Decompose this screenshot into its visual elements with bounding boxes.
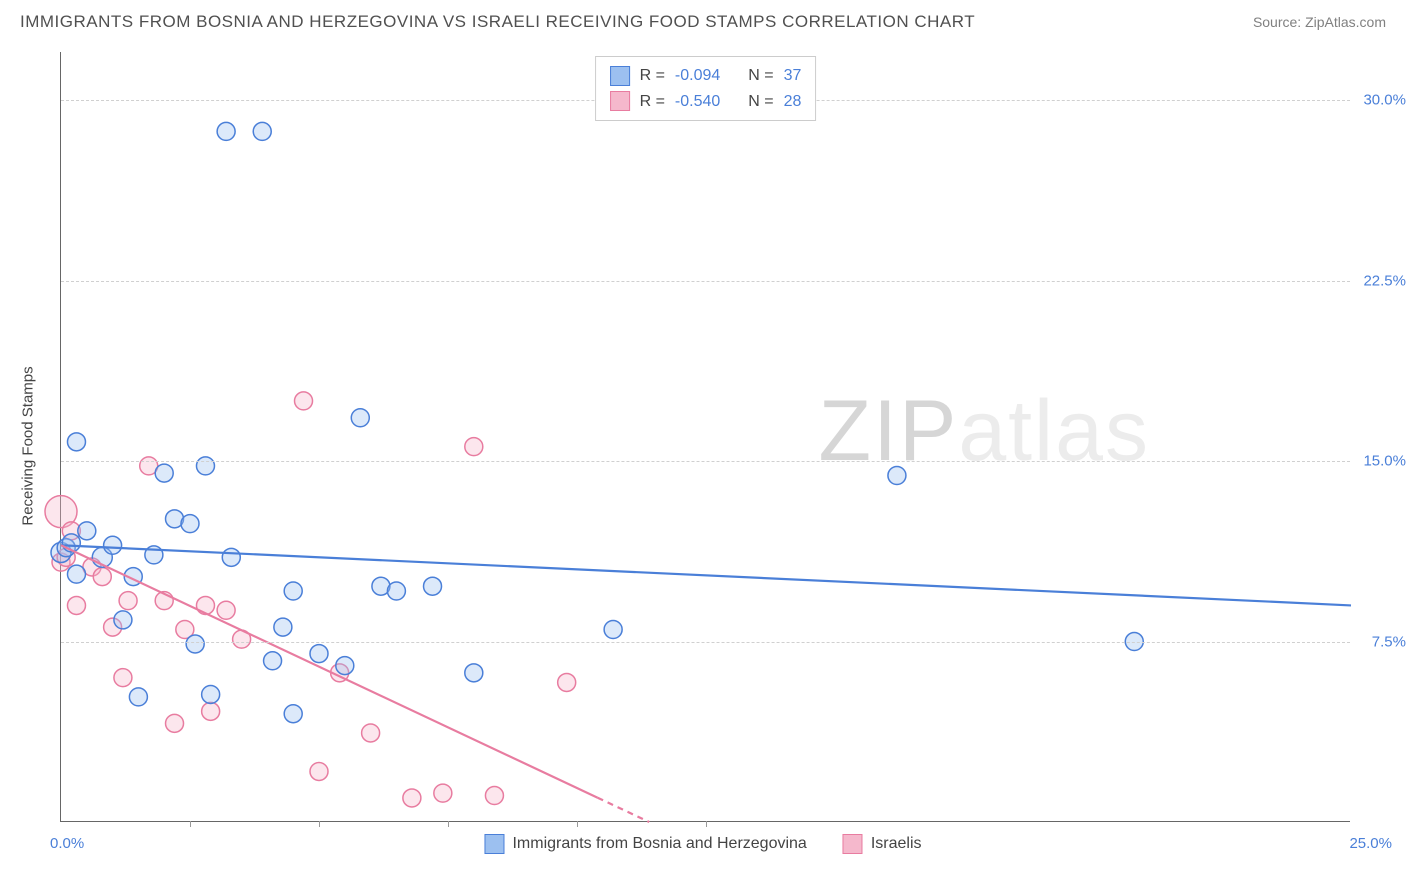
data-point-israelis	[295, 392, 313, 410]
r-label: R =	[640, 89, 665, 115]
data-point-bosnia	[202, 685, 220, 703]
data-point-bosnia	[181, 515, 199, 533]
data-point-israelis	[114, 669, 132, 687]
data-point-bosnia	[274, 618, 292, 636]
gridline	[61, 281, 1350, 282]
gridline	[61, 461, 1350, 462]
data-point-bosnia	[336, 657, 354, 675]
data-point-bosnia	[67, 565, 85, 583]
n-value-israelis: 28	[784, 89, 802, 115]
data-point-bosnia	[284, 705, 302, 723]
chart-source: Source: ZipAtlas.com	[1253, 14, 1386, 30]
n-label: N =	[748, 63, 773, 89]
data-point-israelis	[202, 702, 220, 720]
data-point-bosnia	[155, 464, 173, 482]
data-point-bosnia	[104, 536, 122, 554]
data-point-bosnia	[465, 664, 483, 682]
y-axis-title: Receiving Food Stamps	[20, 366, 37, 525]
trend-line-israelis	[61, 545, 598, 797]
data-point-israelis	[67, 596, 85, 614]
data-point-israelis	[310, 762, 328, 780]
gridline	[61, 642, 1350, 643]
data-point-bosnia	[196, 457, 214, 475]
data-point-bosnia	[114, 611, 132, 629]
y-tick-label: 30.0%	[1363, 92, 1406, 109]
data-point-israelis	[93, 568, 111, 586]
data-point-bosnia	[604, 621, 622, 639]
x-min-label: 0.0%	[50, 835, 84, 852]
data-point-bosnia	[387, 582, 405, 600]
r-label: R =	[640, 63, 665, 89]
data-point-bosnia	[67, 433, 85, 451]
x-tick	[190, 821, 191, 827]
y-tick-label: 7.5%	[1372, 633, 1406, 650]
correlation-row-bosnia: R = -0.094 N = 37	[610, 63, 802, 89]
r-value-bosnia: -0.094	[675, 63, 720, 89]
correlation-legend: R = -0.094 N = 37 R = -0.540 N = 28	[595, 56, 817, 121]
scatter-svg	[61, 52, 1350, 821]
x-tick	[577, 821, 578, 827]
x-tick	[319, 821, 320, 827]
x-tick	[448, 821, 449, 827]
data-point-bosnia	[78, 522, 96, 540]
swatch-israelis-bottom	[843, 834, 863, 854]
correlation-row-israelis: R = -0.540 N = 28	[610, 89, 802, 115]
x-max-label: 25.0%	[1349, 835, 1392, 852]
legend-label-bosnia: Immigrants from Bosnia and Herzegovina	[512, 835, 806, 853]
data-point-israelis	[485, 787, 503, 805]
legend-item-israelis: Israelis	[843, 834, 922, 854]
data-point-israelis	[434, 784, 452, 802]
data-point-israelis	[119, 592, 137, 610]
data-point-bosnia	[129, 688, 147, 706]
data-point-bosnia	[217, 122, 235, 140]
data-point-bosnia	[253, 122, 271, 140]
chart-header: IMMIGRANTS FROM BOSNIA AND HERZEGOVINA V…	[20, 12, 1386, 32]
legend-label-israelis: Israelis	[871, 835, 922, 853]
swatch-bosnia	[610, 66, 630, 86]
data-point-bosnia	[888, 467, 906, 485]
data-point-bosnia	[424, 577, 442, 595]
data-point-israelis	[196, 596, 214, 614]
trend-line-bosnia	[61, 545, 1351, 605]
series-legend: Immigrants from Bosnia and Herzegovina I…	[484, 834, 921, 854]
data-point-israelis	[558, 673, 576, 691]
data-point-bosnia	[222, 548, 240, 566]
chart-title: IMMIGRANTS FROM BOSNIA AND HERZEGOVINA V…	[20, 12, 975, 32]
data-point-bosnia	[351, 409, 369, 427]
data-point-israelis	[166, 714, 184, 732]
data-point-israelis	[362, 724, 380, 742]
data-point-bosnia	[284, 582, 302, 600]
trend-line-dashed-israelis	[598, 798, 650, 822]
y-tick-label: 22.5%	[1363, 272, 1406, 289]
data-point-bosnia	[186, 635, 204, 653]
data-point-israelis	[403, 789, 421, 807]
data-point-israelis	[465, 438, 483, 456]
n-label: N =	[748, 89, 773, 115]
data-point-bosnia	[310, 645, 328, 663]
y-tick-label: 15.0%	[1363, 453, 1406, 470]
swatch-israelis	[610, 91, 630, 111]
swatch-bosnia-bottom	[484, 834, 504, 854]
legend-item-bosnia: Immigrants from Bosnia and Herzegovina	[484, 834, 806, 854]
r-value-israelis: -0.540	[675, 89, 720, 115]
x-tick	[706, 821, 707, 827]
data-point-bosnia	[264, 652, 282, 670]
chart-plot-area: ZIPatlas R = -0.094 N = 37 R = -0.540 N …	[60, 52, 1350, 822]
n-value-bosnia: 37	[784, 63, 802, 89]
data-point-israelis	[217, 601, 235, 619]
